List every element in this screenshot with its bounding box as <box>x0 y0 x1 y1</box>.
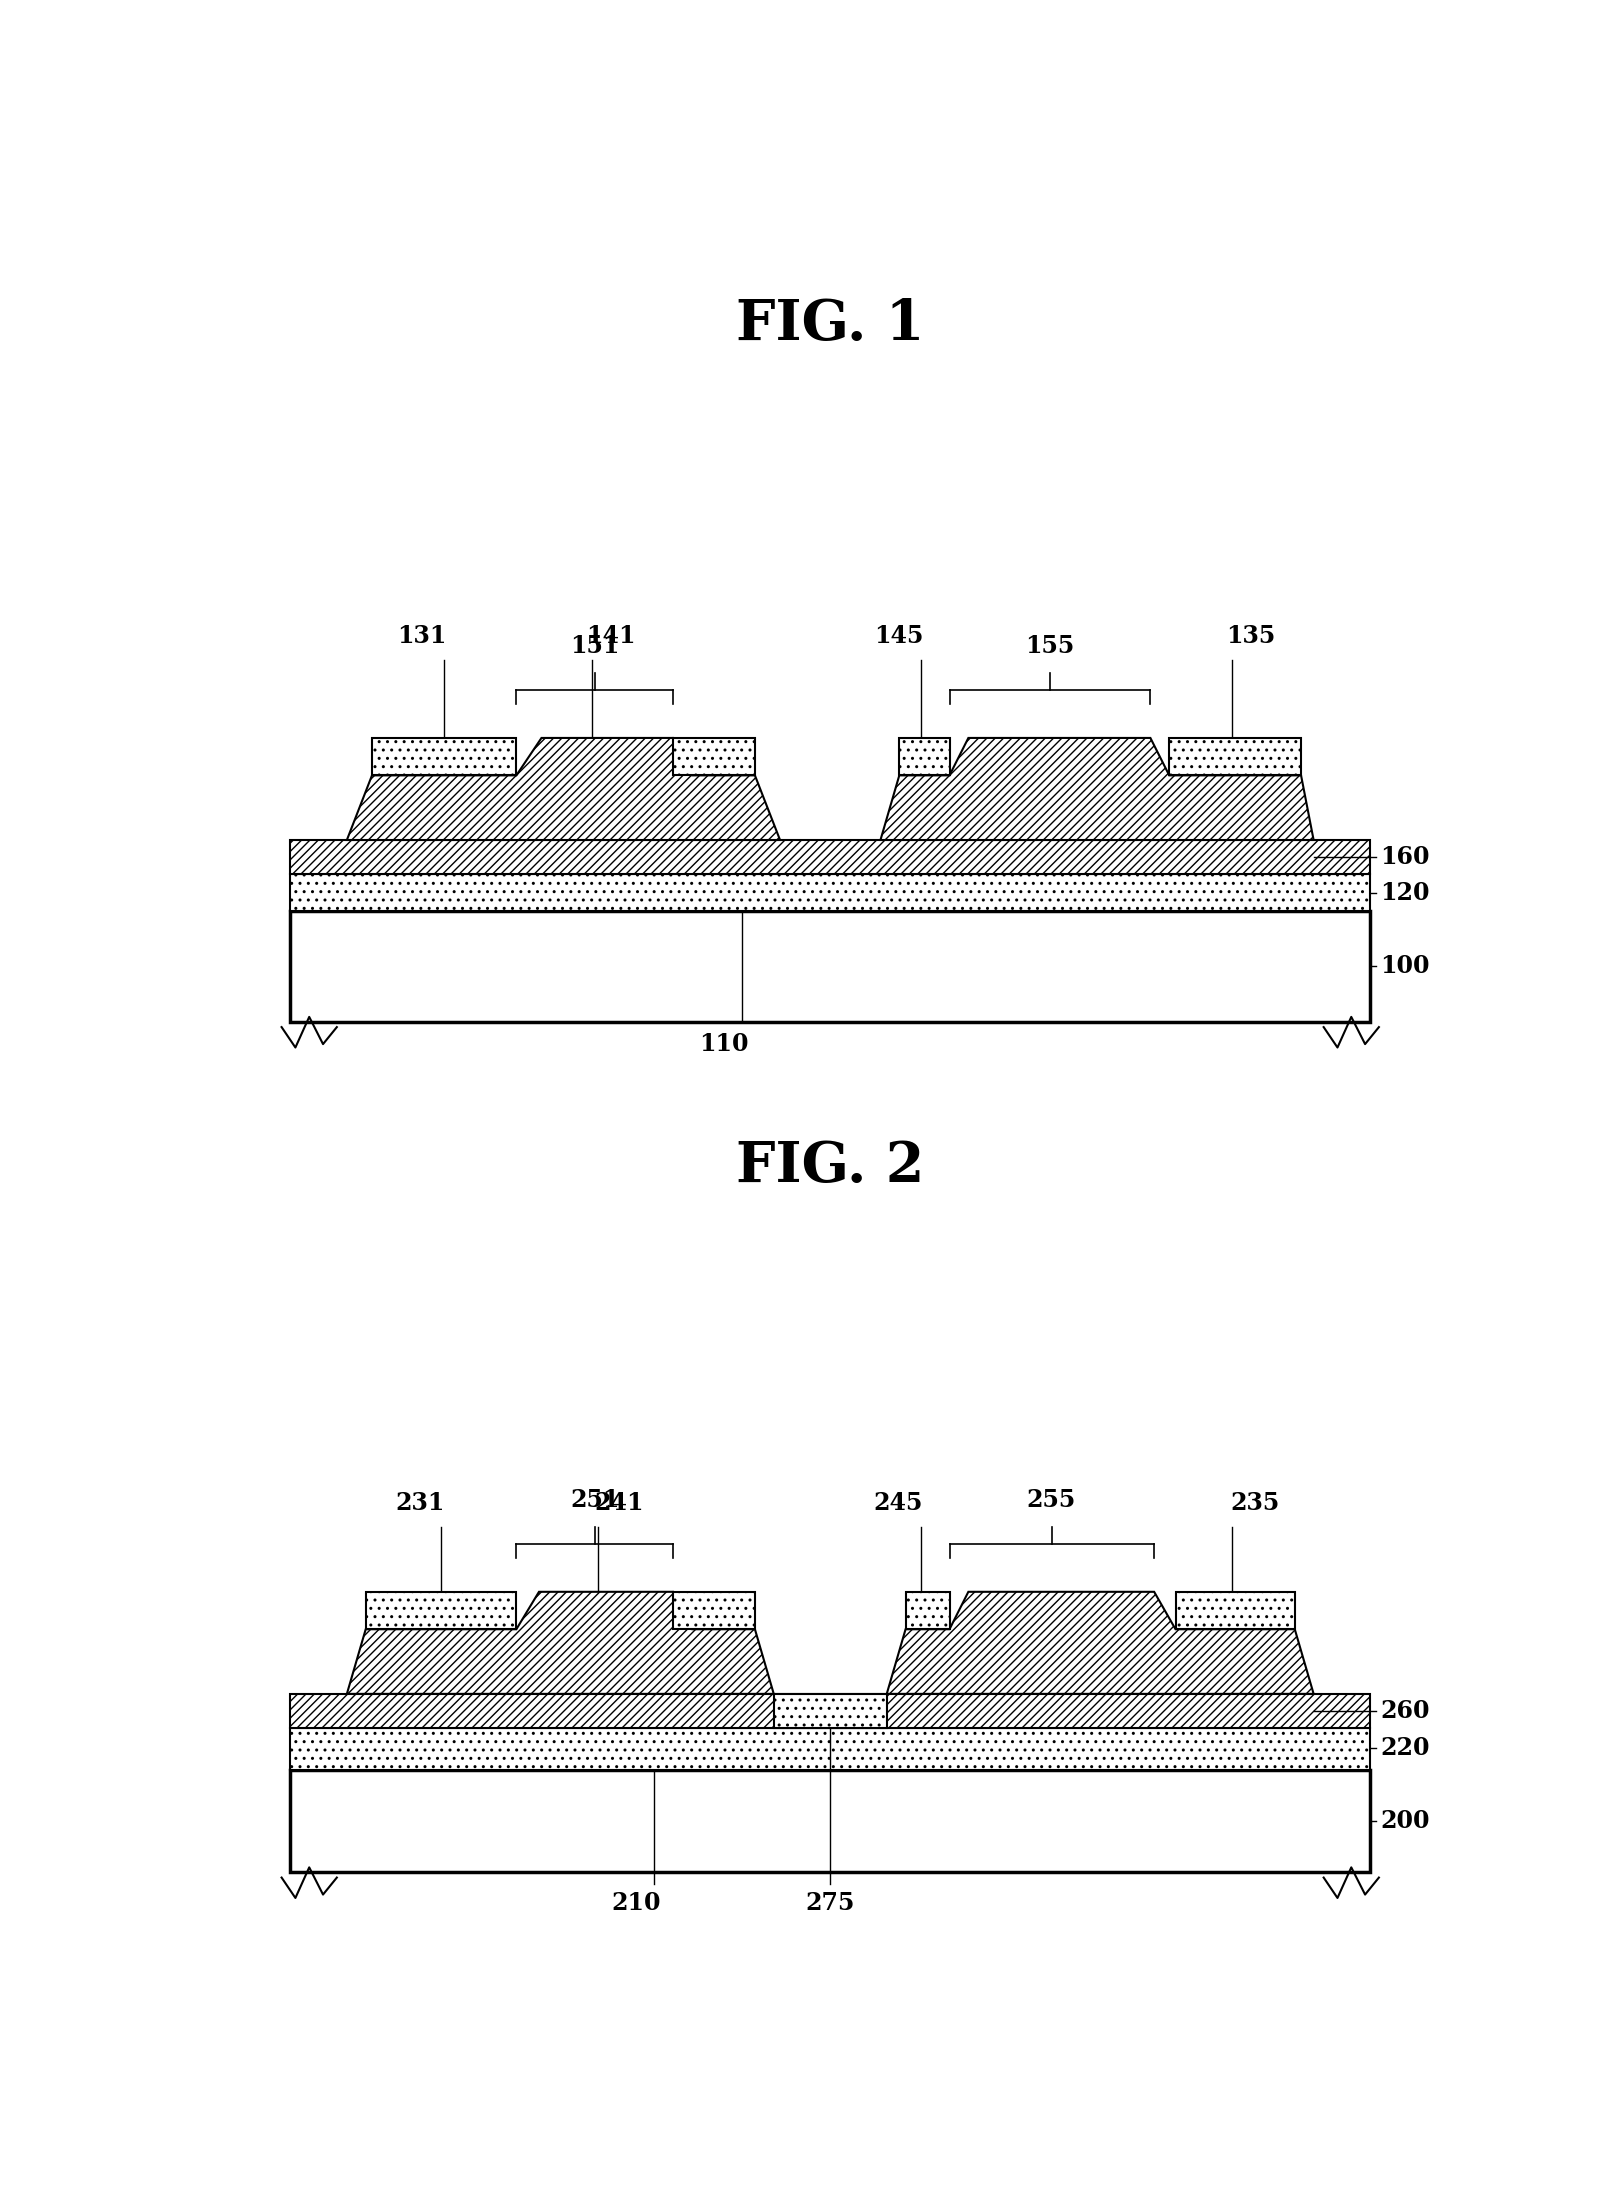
Polygon shape <box>886 1593 1314 1694</box>
Text: 245: 245 <box>873 1491 923 1515</box>
Bar <box>290 1727 1371 1769</box>
Polygon shape <box>674 738 755 775</box>
Text: 151: 151 <box>570 634 619 658</box>
Text: 200: 200 <box>1380 1809 1430 1833</box>
Text: FIG. 1: FIG. 1 <box>735 298 925 351</box>
Polygon shape <box>373 738 517 775</box>
Text: 155: 155 <box>1025 634 1074 658</box>
Polygon shape <box>774 1694 886 1727</box>
Polygon shape <box>1170 738 1301 775</box>
Text: 255: 255 <box>1027 1487 1076 1511</box>
Text: 235: 235 <box>1230 1491 1280 1515</box>
Text: 231: 231 <box>395 1491 444 1515</box>
Text: 141: 141 <box>586 623 635 647</box>
Polygon shape <box>899 738 949 775</box>
Polygon shape <box>674 1593 755 1630</box>
Bar <box>290 875 1371 912</box>
Bar <box>290 1694 1371 1727</box>
Text: 275: 275 <box>805 1891 855 1915</box>
Polygon shape <box>347 1593 774 1694</box>
Polygon shape <box>347 738 781 839</box>
Text: 131: 131 <box>397 623 447 647</box>
Polygon shape <box>1176 1593 1294 1630</box>
Bar <box>290 912 1371 1023</box>
Text: 260: 260 <box>1380 1699 1430 1723</box>
Polygon shape <box>881 738 1314 839</box>
Polygon shape <box>906 1593 949 1630</box>
Text: 145: 145 <box>875 623 923 647</box>
Text: 110: 110 <box>698 1032 748 1056</box>
Text: 210: 210 <box>611 1891 661 1915</box>
Text: 220: 220 <box>1380 1736 1430 1761</box>
Bar <box>290 839 1371 875</box>
Text: 120: 120 <box>1380 881 1430 906</box>
Text: 241: 241 <box>595 1491 645 1515</box>
Text: 100: 100 <box>1380 954 1430 979</box>
Bar <box>290 1769 1371 1873</box>
Text: 160: 160 <box>1380 846 1430 868</box>
Text: 251: 251 <box>570 1487 619 1511</box>
Text: 135: 135 <box>1226 623 1275 647</box>
Text: FIG. 2: FIG. 2 <box>735 1140 925 1195</box>
Polygon shape <box>366 1593 517 1630</box>
